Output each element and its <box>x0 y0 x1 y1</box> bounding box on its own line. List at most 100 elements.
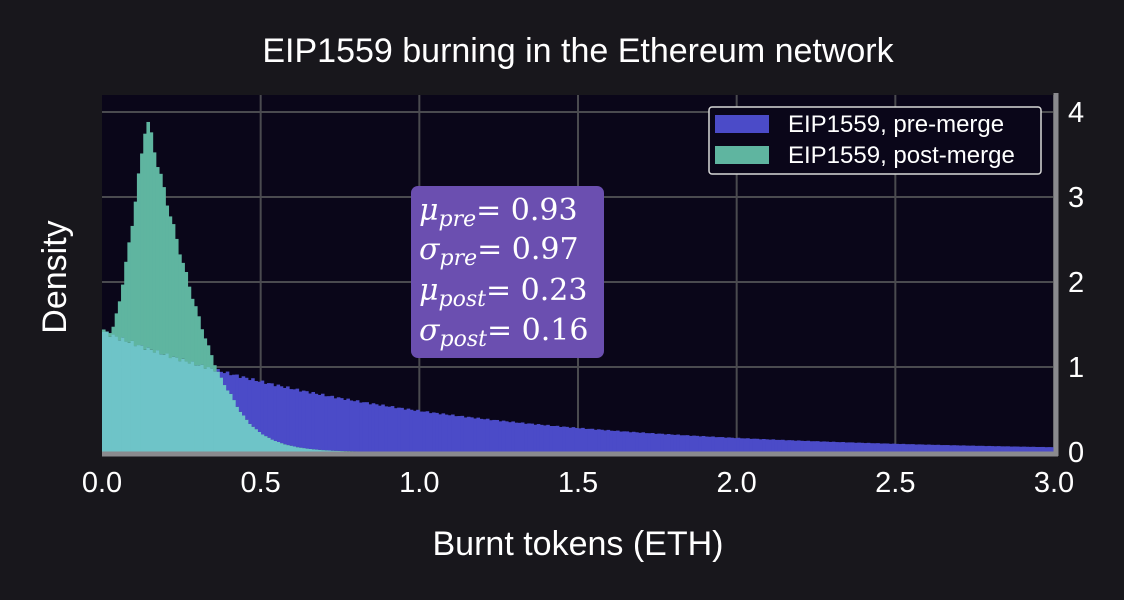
histogram-bar <box>140 345 144 452</box>
histogram-bar <box>279 386 284 444</box>
histogram-bar <box>124 341 128 452</box>
histogram-bar <box>784 440 788 452</box>
histogram-bar <box>1006 446 1010 452</box>
histogram-bar <box>105 331 109 452</box>
histogram-bar <box>276 384 281 443</box>
histogram-bar <box>308 448 312 452</box>
histogram-bar <box>320 393 325 451</box>
y-tick-label: 3 <box>1068 182 1084 214</box>
histogram-bar <box>457 416 461 452</box>
histogram-bar <box>993 446 998 452</box>
histogram-bar <box>232 400 236 452</box>
histogram-bar <box>530 423 534 452</box>
histogram-bar <box>873 443 877 452</box>
histogram-bar <box>933 444 937 452</box>
histogram-bar <box>174 238 179 358</box>
histogram-bar <box>102 329 106 333</box>
histogram-bar <box>298 447 303 452</box>
histogram-bar <box>860 442 864 452</box>
histogram-bar <box>136 173 141 346</box>
histogram-bar <box>555 425 560 452</box>
histogram-bar <box>733 438 738 452</box>
histogram-bar <box>102 332 106 452</box>
histogram-bar <box>908 444 912 452</box>
histogram-bar <box>412 410 417 452</box>
histogram-bar <box>965 445 969 452</box>
histogram-bar <box>374 404 379 452</box>
histogram-bar <box>130 340 135 452</box>
legend: EIP1559, pre-merge EIP1559, post-merge <box>708 106 1042 175</box>
histogram-bar <box>1015 446 1020 452</box>
histogram-bar <box>508 422 512 452</box>
histogram-bar <box>796 440 801 452</box>
x-tick-label: 2.5 <box>875 467 915 499</box>
histogram-bar <box>549 425 554 452</box>
histogram-bar <box>593 429 598 452</box>
histogram-bar <box>314 449 319 452</box>
histogram-bar <box>124 261 128 342</box>
histogram-bar <box>111 334 116 452</box>
histogram-bar <box>736 437 741 452</box>
histogram-bar <box>1028 446 1033 452</box>
histogram-bar <box>165 205 170 354</box>
histogram-bar <box>958 445 963 452</box>
histogram-bar <box>1022 446 1026 452</box>
histogram-bar <box>514 422 519 452</box>
histogram-bar <box>996 446 1001 452</box>
histogram-bar <box>365 402 369 452</box>
histogram-bar <box>660 433 665 452</box>
histogram-bar <box>184 361 189 452</box>
histogram-bar <box>819 441 823 452</box>
histogram-bar <box>213 371 217 452</box>
histogram-bar <box>711 436 715 452</box>
histogram-bar <box>181 262 185 359</box>
histogram-bar <box>143 133 147 350</box>
histogram-bar <box>232 374 236 401</box>
histogram-bar <box>343 399 347 452</box>
histogram-bar <box>1012 446 1017 452</box>
histogram-bar <box>470 417 474 452</box>
histogram-bar <box>689 435 693 452</box>
histogram-bar <box>841 442 845 452</box>
histogram-bar <box>676 434 680 452</box>
histogram-bar <box>222 373 227 386</box>
stat-line: μpost= 0.23 <box>419 273 587 312</box>
histogram-bar <box>781 439 785 452</box>
histogram-bar <box>260 380 265 435</box>
histogram-bar <box>520 422 525 452</box>
histogram-bar <box>581 427 585 452</box>
histogram-bar <box>812 441 817 452</box>
x-tick-label: 1.0 <box>399 467 439 499</box>
histogram-bar <box>336 450 341 452</box>
histogram-bar <box>270 383 274 440</box>
histogram-bar <box>257 431 262 452</box>
histogram-bar <box>847 442 852 452</box>
histogram-bar <box>628 432 633 452</box>
histogram-bar <box>257 381 262 432</box>
legend-label: EIP1559, post-merge <box>788 142 1015 169</box>
chart-title: EIP1559 burning in the Ethereum network <box>262 32 894 70</box>
histogram-bar <box>1047 447 1052 452</box>
histogram-bar <box>974 445 979 452</box>
histogram-bar <box>625 431 630 452</box>
histogram-bar <box>349 400 354 452</box>
stats-box <box>411 186 604 358</box>
histogram-bar <box>371 403 376 452</box>
histogram-bar <box>168 216 173 359</box>
histogram-bar <box>898 444 903 452</box>
histogram-bar <box>235 406 239 452</box>
histogram-bar <box>317 394 322 450</box>
histogram-bar <box>727 437 731 452</box>
histogram-bar <box>308 393 312 449</box>
histogram-bar <box>254 429 258 452</box>
histogram-bar <box>489 420 493 452</box>
histogram-bar <box>336 397 341 451</box>
histogram-bar <box>209 355 214 369</box>
histogram-bar <box>597 429 601 452</box>
histogram-bar <box>206 345 211 368</box>
histogram-bar <box>882 443 887 452</box>
histogram-bar <box>292 446 296 452</box>
histogram-bar <box>228 375 233 394</box>
histogram-bar <box>292 389 296 447</box>
histogram-bar <box>108 333 112 337</box>
